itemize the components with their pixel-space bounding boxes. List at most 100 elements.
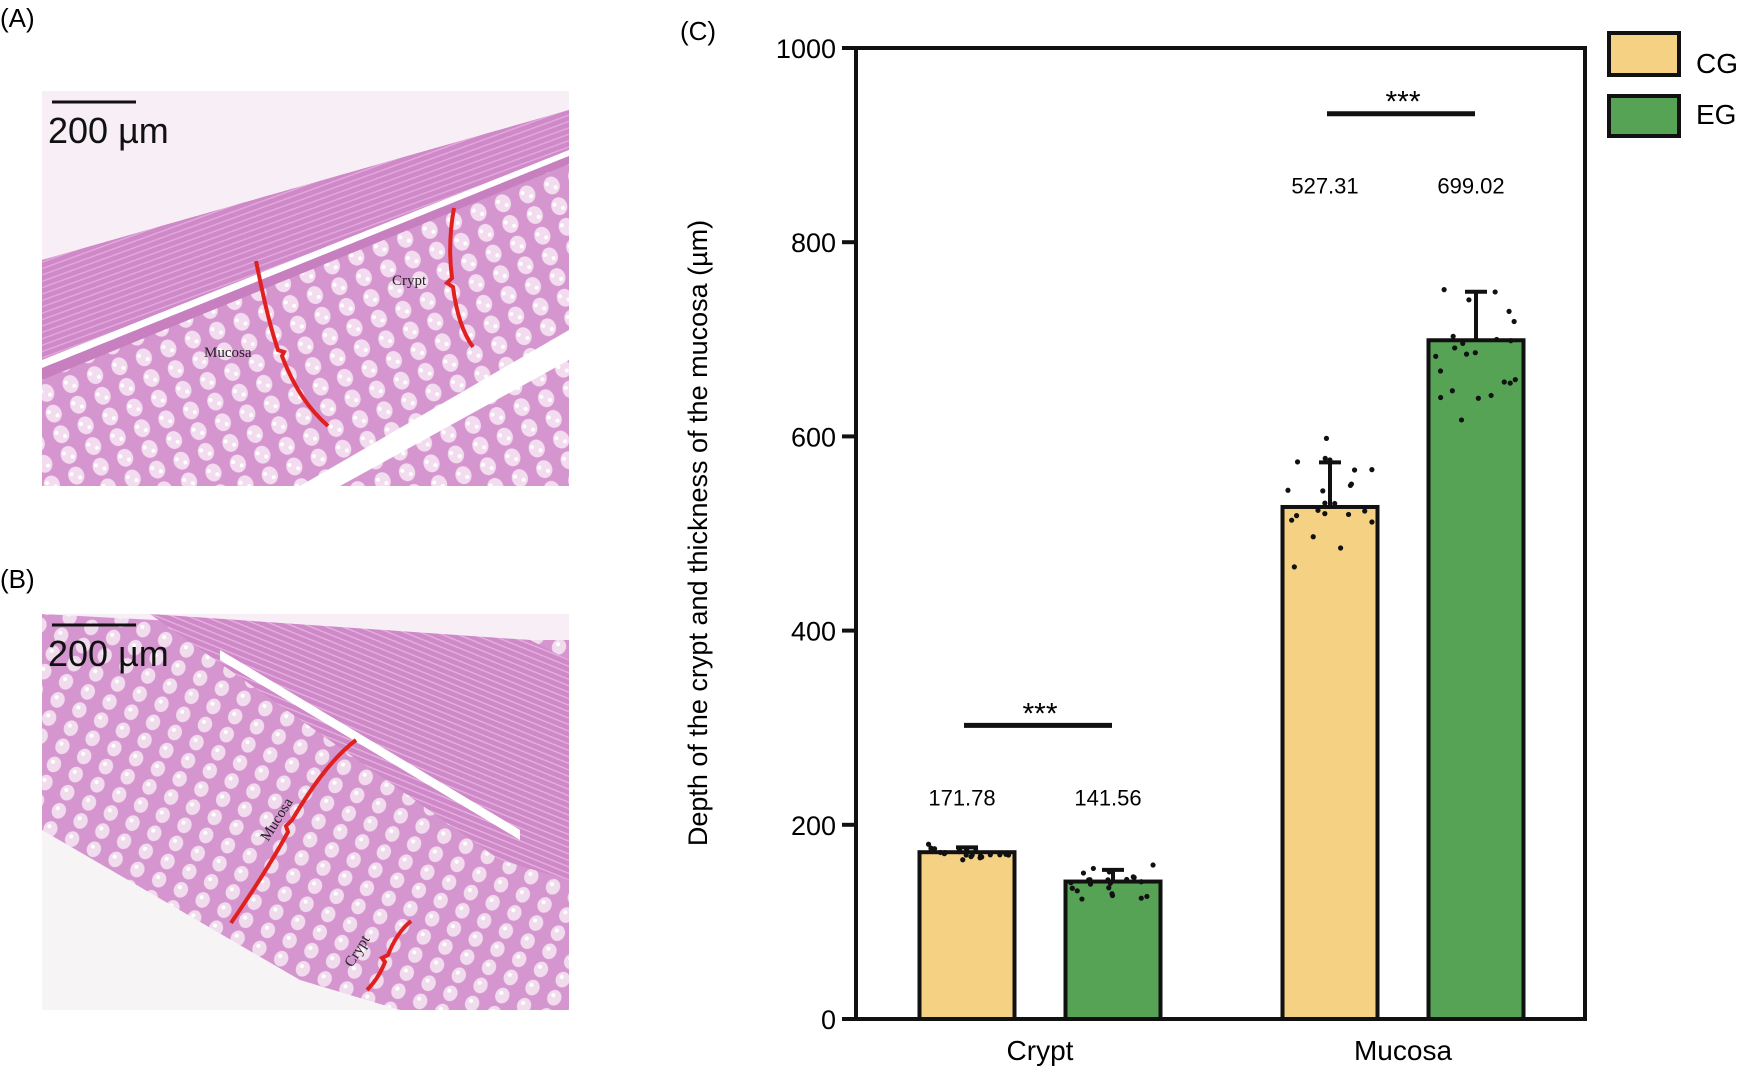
bar-cg-crypt xyxy=(917,850,1017,1021)
data-point xyxy=(997,852,1003,858)
data-point xyxy=(1507,380,1513,386)
data-point xyxy=(1320,488,1326,494)
data-point xyxy=(1449,388,1455,394)
significance-stars: *** xyxy=(1022,697,1057,730)
data-point xyxy=(1291,564,1297,570)
data-point xyxy=(1351,467,1358,473)
data-point xyxy=(964,847,970,853)
crypt-brace-b xyxy=(365,919,413,992)
data-point xyxy=(1466,297,1472,303)
y-tick-label: 600 xyxy=(791,422,836,452)
scale-bar-label-b: 200 µm xyxy=(48,633,169,674)
data-point xyxy=(1315,507,1321,513)
x-category-label: Crypt xyxy=(1007,1035,1074,1066)
histology-image-b xyxy=(42,614,569,1010)
data-point xyxy=(1472,350,1478,356)
data-point xyxy=(1322,511,1328,517)
data-point xyxy=(987,852,993,858)
histology-image-a xyxy=(42,91,569,486)
data-point xyxy=(1109,891,1115,897)
data-point xyxy=(1501,379,1507,385)
data-point xyxy=(1488,392,1494,399)
data-point xyxy=(1348,481,1355,487)
data-point xyxy=(1338,545,1344,551)
data-label: 699.02 xyxy=(1437,174,1504,199)
y-tick-label: 400 xyxy=(791,617,836,647)
data-point xyxy=(1362,508,1368,514)
data-point xyxy=(1074,888,1080,894)
mucosa-brace-a xyxy=(254,260,330,428)
y-axis-label: Depth of the crypt and thickness of the … xyxy=(683,220,713,846)
data-point xyxy=(1438,394,1444,401)
data-point xyxy=(1130,874,1136,880)
data-point xyxy=(1294,459,1301,465)
data-point xyxy=(1124,876,1130,883)
mucosa-annotation-a: Mucosa xyxy=(204,345,252,361)
legend: CG EG xyxy=(1607,31,1738,138)
data-point xyxy=(1310,534,1316,540)
data-point xyxy=(1512,377,1518,383)
y-tick-label: 800 xyxy=(791,228,836,258)
legend-label-cg: CG xyxy=(1696,48,1738,79)
data-point xyxy=(941,851,947,857)
data-point xyxy=(1003,851,1009,857)
data-point xyxy=(1069,885,1075,891)
data-point xyxy=(1293,513,1300,519)
data-point xyxy=(963,852,969,858)
data-label: 171.78 xyxy=(928,785,995,810)
panel-c-label: (C) xyxy=(680,16,716,46)
data-label: 141.56 xyxy=(1074,785,1141,810)
data-point xyxy=(1079,896,1085,902)
legend-label-eg: EG xyxy=(1696,99,1736,130)
crypt-brace-a xyxy=(443,207,475,349)
significance-stars: *** xyxy=(1385,86,1420,119)
data-point xyxy=(1458,417,1465,423)
data-point xyxy=(1463,351,1470,357)
data-point xyxy=(1106,885,1112,891)
data-point xyxy=(1494,336,1500,343)
data-point xyxy=(1441,287,1447,293)
data-point xyxy=(1107,880,1113,886)
data-point xyxy=(925,841,932,847)
data-point xyxy=(1138,879,1144,885)
data-point xyxy=(1437,368,1444,374)
data-point xyxy=(928,848,934,854)
data-point xyxy=(1511,318,1517,325)
data-point xyxy=(1492,289,1498,295)
data-point xyxy=(1322,455,1328,461)
data-point xyxy=(1369,467,1375,473)
data-point xyxy=(1289,517,1295,523)
data-point xyxy=(1327,457,1333,463)
panel-b-label: (B) xyxy=(0,564,35,594)
data-point xyxy=(973,848,979,854)
data-point xyxy=(1450,333,1456,339)
data-point xyxy=(1144,893,1150,900)
data-label: 527.31 xyxy=(1291,174,1358,199)
data-point xyxy=(1508,338,1514,344)
data-point xyxy=(1106,869,1112,875)
data-point xyxy=(1345,511,1352,518)
y-tick-label: 200 xyxy=(791,811,836,841)
data-point xyxy=(1138,895,1144,901)
data-point xyxy=(1068,880,1074,886)
legend-swatch-eg xyxy=(1607,94,1681,138)
data-point xyxy=(968,854,974,860)
data-point xyxy=(1433,353,1439,359)
data-point xyxy=(1087,877,1093,883)
y-tick-label: 1000 xyxy=(776,34,836,64)
y-tick-label: 0 xyxy=(821,1005,836,1035)
data-point xyxy=(1369,519,1375,525)
data-point xyxy=(1452,345,1458,351)
crypt-annotation-a: Crypt xyxy=(392,273,427,289)
data-point xyxy=(960,857,966,863)
scale-bar-label-a: 200 µm xyxy=(48,110,169,151)
data-point xyxy=(1460,340,1466,346)
data-point xyxy=(937,849,944,856)
data-point xyxy=(1087,881,1094,887)
x-category-label: Mucosa xyxy=(1354,1035,1452,1066)
data-point xyxy=(1285,487,1291,493)
bar-eg-mucosa xyxy=(1426,338,1526,1021)
data-point xyxy=(1332,500,1338,507)
panel-a-label: (A) xyxy=(0,3,35,33)
